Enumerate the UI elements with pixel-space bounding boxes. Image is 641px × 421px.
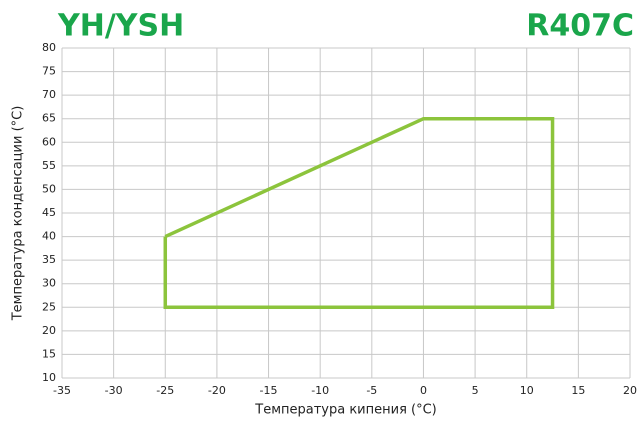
y-tick-label: 35 xyxy=(42,253,56,266)
chart-subtitle: R407C xyxy=(526,9,634,44)
y-tick-label: 75 xyxy=(42,65,56,78)
x-tick-label: -5 xyxy=(366,384,377,397)
y-tick-label: 25 xyxy=(42,300,56,313)
y-tick-label: 45 xyxy=(42,206,56,219)
x-axis-label: Температура кипения (°C) xyxy=(254,403,437,418)
chart-title: YH/YSH xyxy=(57,9,184,44)
y-tick-label: 40 xyxy=(42,230,56,243)
y-tick-label: 55 xyxy=(42,159,56,172)
x-tick-label: -25 xyxy=(156,384,174,397)
y-tick-label: 70 xyxy=(42,88,56,101)
y-tick-label: 65 xyxy=(42,112,56,125)
x-tick-label: 15 xyxy=(571,384,585,397)
x-tick-label: -35 xyxy=(53,384,71,397)
x-tick-label: -20 xyxy=(208,384,226,397)
x-tick-label: -30 xyxy=(105,384,123,397)
y-tick-label: 80 xyxy=(42,41,56,54)
y-tick-label: 20 xyxy=(42,324,56,337)
x-tick-label: 10 xyxy=(520,384,534,397)
x-tick-label: 20 xyxy=(623,384,637,397)
y-tick-label: 30 xyxy=(42,277,56,290)
y-tick-label: 15 xyxy=(42,347,56,360)
x-tick-label: 0 xyxy=(420,384,427,397)
y-axis-label: Температура конденсации (°C) xyxy=(11,106,26,322)
envelope-line xyxy=(163,116,555,310)
y-tick-label: 10 xyxy=(42,371,56,384)
x-tick-label: 5 xyxy=(472,384,479,397)
y-tick-label: 50 xyxy=(42,182,56,195)
x-tick-label: -15 xyxy=(260,384,278,397)
y-tick-label: 60 xyxy=(42,135,56,148)
x-tick-label: -10 xyxy=(311,384,329,397)
